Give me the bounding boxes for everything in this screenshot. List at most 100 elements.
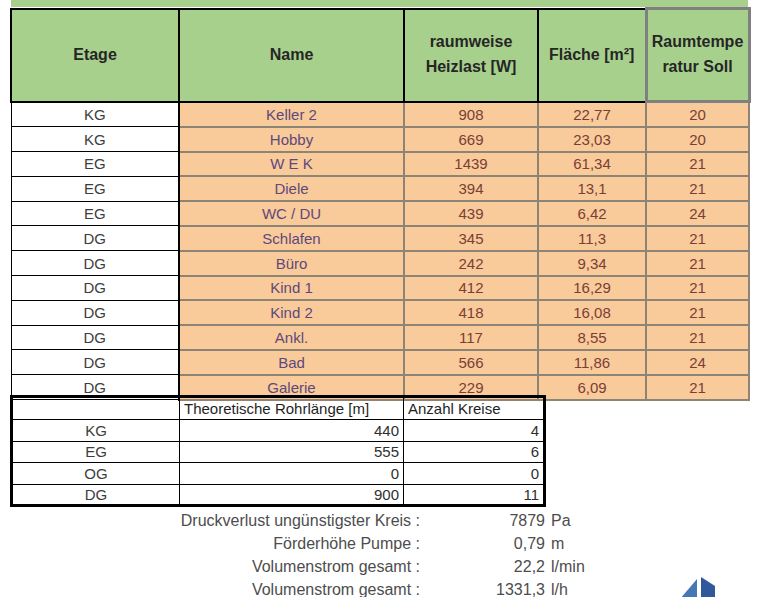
cell-flaeche[interactable]: 6,42 <box>538 201 646 226</box>
cell-heizlast[interactable]: 439 <box>404 201 538 226</box>
cell-name[interactable]: Büro <box>179 251 404 276</box>
cell-flaeche[interactable]: 6,09 <box>538 375 646 400</box>
summary-label: Druckverlust ungünstigster Kreis : <box>10 512 420 530</box>
cell-name[interactable]: W E K <box>179 152 404 177</box>
cell-etage[interactable]: DG <box>11 276 179 301</box>
cell-floor[interactable]: OG <box>12 463 180 485</box>
cell-flaeche[interactable]: 61,34 <box>538 152 646 177</box>
table-row: DG Büro 242 9,34 21 <box>11 251 749 276</box>
cell-temp[interactable]: 21 <box>646 276 749 301</box>
cell-etage[interactable]: DG <box>11 325 179 350</box>
pipe-row: KG 440 4 <box>12 420 545 442</box>
cell-heizlast[interactable]: 669 <box>404 127 538 152</box>
summary-row: Volumenstrom gesamt : 22,2 l/min <box>10 555 610 578</box>
col-header-etage[interactable]: Etage <box>11 9 179 102</box>
cell-heizlast[interactable]: 345 <box>404 226 538 251</box>
table-row: DG Ankl. 117 8,55 21 <box>11 325 749 350</box>
cell-circuits[interactable]: 11 <box>404 484 545 506</box>
cell-heizlast[interactable]: 418 <box>404 300 538 325</box>
cell-heizlast[interactable]: 242 <box>404 251 538 276</box>
cell-flaeche[interactable]: 22,77 <box>538 102 646 127</box>
cell-name[interactable]: Kind 2 <box>179 300 404 325</box>
table-row: EG WC / DU 439 6,42 24 <box>11 201 749 226</box>
cell-floor[interactable]: DG <box>12 484 180 506</box>
cell-circuits[interactable]: 4 <box>404 420 545 442</box>
cell-flaeche[interactable]: 23,03 <box>538 127 646 152</box>
cell-name[interactable]: Keller 2 <box>179 102 404 127</box>
cell-temp[interactable]: 24 <box>646 201 749 226</box>
cell-length[interactable]: 440 <box>180 420 404 442</box>
cell-circuits[interactable]: 6 <box>404 441 545 463</box>
table-row: EG Diele 394 13,1 21 <box>11 176 749 201</box>
cell-heizlast[interactable]: 566 <box>404 350 538 375</box>
cell-name[interactable]: Diele <box>179 176 404 201</box>
cell-temp[interactable]: 21 <box>646 375 749 400</box>
cell-temp[interactable]: 21 <box>646 325 749 350</box>
cell-etage[interactable]: EG <box>11 201 179 226</box>
hydraulics-summary: Druckverlust ungünstigster Kreis : 7879 … <box>10 509 610 597</box>
summary-value: 22,2 <box>420 558 545 576</box>
cell-heizlast[interactable]: 117 <box>404 325 538 350</box>
cell-etage[interactable]: EG <box>11 176 179 201</box>
cell-flaeche[interactable]: 16,08 <box>538 300 646 325</box>
table-row: KG Hobby 669 23,03 20 <box>11 127 749 152</box>
cell-etage[interactable]: DG <box>11 350 179 375</box>
cell-flaeche[interactable]: 9,34 <box>538 251 646 276</box>
header-row: Etage Name raumweise Heizlast [W] Fläche… <box>11 9 749 102</box>
pipe-header-empty[interactable] <box>12 397 180 420</box>
cell-name[interactable]: Hobby <box>179 127 404 152</box>
blue-logo-icon <box>680 577 720 597</box>
cell-etage[interactable]: KG <box>11 127 179 152</box>
cell-temp[interactable]: 21 <box>646 300 749 325</box>
cell-name[interactable]: Bad <box>179 350 404 375</box>
cell-etage[interactable]: KG <box>11 102 179 127</box>
cell-temp[interactable]: 21 <box>646 152 749 177</box>
cell-length[interactable]: 0 <box>180 463 404 485</box>
cell-flaeche[interactable]: 16,29 <box>538 276 646 301</box>
cell-name[interactable]: WC / DU <box>179 201 404 226</box>
cell-name[interactable]: Schlafen <box>179 226 404 251</box>
table-row: DG Schlafen 345 11,3 21 <box>11 226 749 251</box>
table-row: DG Kind 2 418 16,08 21 <box>11 300 749 325</box>
cell-name[interactable]: Kind 1 <box>179 276 404 301</box>
summary-label: Volumenstrom gesamt : <box>10 581 420 597</box>
col-header-raumtemperatur[interactable]: Raumtemperatur Soll <box>646 9 749 102</box>
cell-etage[interactable]: EG <box>11 152 179 177</box>
cell-floor[interactable]: KG <box>12 420 180 442</box>
summary-row: Volumenstrom gesamt : 1331,3 l/h <box>10 579 610 597</box>
cell-temp[interactable]: 21 <box>646 251 749 276</box>
cell-etage[interactable]: DG <box>11 300 179 325</box>
cell-floor[interactable]: EG <box>12 441 180 463</box>
cell-temp[interactable]: 20 <box>646 127 749 152</box>
summary-label: Volumenstrom gesamt : <box>10 558 420 576</box>
cell-name[interactable]: Ankl. <box>179 325 404 350</box>
cell-heizlast[interactable]: 412 <box>404 276 538 301</box>
cell-flaeche[interactable]: 11,3 <box>538 226 646 251</box>
cell-temp[interactable]: 21 <box>646 176 749 201</box>
summary-value: 0,79 <box>420 535 545 553</box>
rohrlaenge-table: Theoretische Rohrlänge [m] Anzahl Kreise… <box>10 395 546 507</box>
cell-flaeche[interactable]: 13,1 <box>538 176 646 201</box>
cell-heizlast[interactable]: 908 <box>404 102 538 127</box>
pipe-header-length[interactable]: Theoretische Rohrlänge [m] <box>180 397 404 420</box>
table-row: EG W E K 1439 61,34 21 <box>11 152 749 177</box>
col-header-flaeche[interactable]: Fläche [m²] <box>538 9 646 102</box>
cell-temp[interactable]: 24 <box>646 350 749 375</box>
col-header-heizlast[interactable]: raumweise Heizlast [W] <box>404 9 538 102</box>
col-header-name[interactable]: Name <box>179 9 404 102</box>
pipe-header-circuits[interactable]: Anzahl Kreise <box>404 397 545 420</box>
cell-flaeche[interactable]: 8,55 <box>538 325 646 350</box>
table-row: DG Kind 1 412 16,29 21 <box>11 276 749 301</box>
cell-etage[interactable]: DG <box>11 226 179 251</box>
cell-heizlast[interactable]: 394 <box>404 176 538 201</box>
cell-length[interactable]: 555 <box>180 441 404 463</box>
cell-temp[interactable]: 21 <box>646 226 749 251</box>
summary-value: 1331,3 <box>420 581 545 597</box>
cell-heizlast[interactable]: 1439 <box>404 152 538 177</box>
cell-flaeche[interactable]: 11,86 <box>538 350 646 375</box>
cell-etage[interactable]: DG <box>11 251 179 276</box>
cell-temp[interactable]: 20 <box>646 102 749 127</box>
table-row: KG Keller 2 908 22,77 20 <box>11 102 749 127</box>
cell-length[interactable]: 900 <box>180 484 404 506</box>
cell-circuits[interactable]: 0 <box>404 463 545 485</box>
